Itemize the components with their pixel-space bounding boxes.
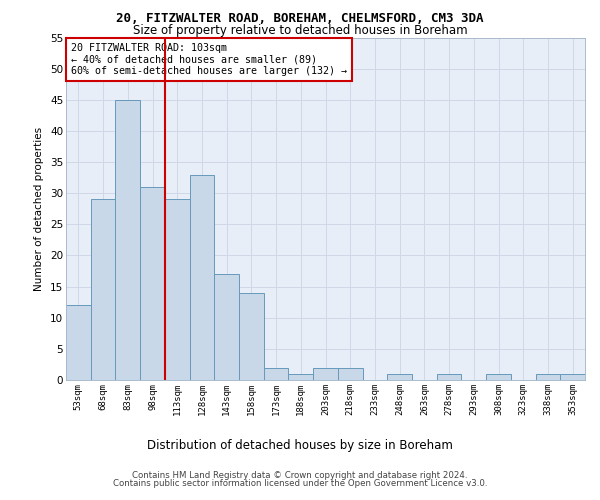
Bar xyxy=(313,368,338,380)
Bar xyxy=(437,374,461,380)
Bar xyxy=(536,374,560,380)
Bar xyxy=(264,368,289,380)
Text: 20, FITZWALTER ROAD, BOREHAM, CHELMSFORD, CM3 3DA: 20, FITZWALTER ROAD, BOREHAM, CHELMSFORD… xyxy=(116,12,484,26)
Bar xyxy=(214,274,239,380)
Text: Size of property relative to detached houses in Boreham: Size of property relative to detached ho… xyxy=(133,24,467,37)
Bar xyxy=(91,200,115,380)
Text: Contains HM Land Registry data © Crown copyright and database right 2024.: Contains HM Land Registry data © Crown c… xyxy=(132,471,468,480)
Bar xyxy=(387,374,412,380)
Text: 20 FITZWALTER ROAD: 103sqm
← 40% of detached houses are smaller (89)
60% of semi: 20 FITZWALTER ROAD: 103sqm ← 40% of deta… xyxy=(71,42,347,76)
Bar xyxy=(239,293,264,380)
Bar xyxy=(289,374,313,380)
Bar xyxy=(115,100,140,380)
Bar xyxy=(140,187,165,380)
Bar xyxy=(190,174,214,380)
Y-axis label: Number of detached properties: Number of detached properties xyxy=(34,126,44,291)
Text: Contains public sector information licensed under the Open Government Licence v3: Contains public sector information licen… xyxy=(113,479,487,488)
Bar xyxy=(338,368,362,380)
Text: Distribution of detached houses by size in Boreham: Distribution of detached houses by size … xyxy=(147,440,453,452)
Bar xyxy=(165,200,190,380)
Bar xyxy=(66,306,91,380)
Bar xyxy=(560,374,585,380)
Bar xyxy=(486,374,511,380)
